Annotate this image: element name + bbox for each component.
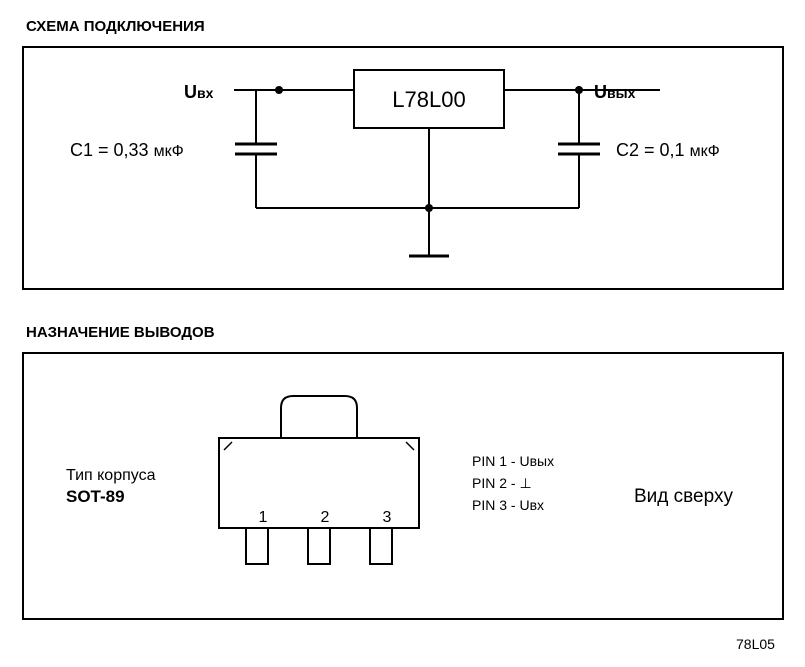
pkg-type-label: Тип корпуса [66,467,156,484]
page-root: СХЕМА ПОДКЛЮЧЕНИЯ L78L00 Uвх Uвых C1 = 0,33… [0,0,805,667]
footer-part-code: 78L05 [736,636,775,652]
uout-label: Uвых [594,82,636,102]
pin-num-1: 1 [259,509,268,526]
section1-panel: L78L00 Uвх Uвых C1 = 0,33 мкФ C2 = 0,1 мкФ [22,46,784,290]
circuit-svg: L78L00 Uвх Uвых C1 = 0,33 мкФ C2 = 0,1 мкФ [24,48,786,292]
pkg-type-value: SOT-89 [66,487,125,506]
svg-text:C2 = 0,1 мкФ: C2 = 0,1 мкФ [616,140,720,160]
pin-desc-2: PIN 2 - ⊥ [472,475,532,491]
uin-label: Uвх [184,82,214,102]
view-label: Вид сверху [634,486,733,507]
section2-panel: Тип корпуса SOT-89 Вид сверху PIN 1 - Uвых P… [22,352,784,620]
chip-label: L78L00 [392,87,465,112]
pin-num-3: 3 [383,509,392,526]
pin-desc-1: PIN 1 - Uвых [472,453,554,469]
svg-text:C1 = 0,33 мкФ: C1 = 0,33 мкФ [70,140,184,160]
pin-num-2: 2 [321,509,330,526]
section1-title: СХЕМА ПОДКЛЮЧЕНИЯ [26,18,205,35]
pin-desc-3: PIN 3 - Uвх [472,497,544,513]
package-svg: Тип корпуса SOT-89 Вид сверху PIN 1 - Uвых P… [24,354,786,622]
section2-title: НАЗНАЧЕНИЕ ВЫВОДОВ [26,324,215,341]
